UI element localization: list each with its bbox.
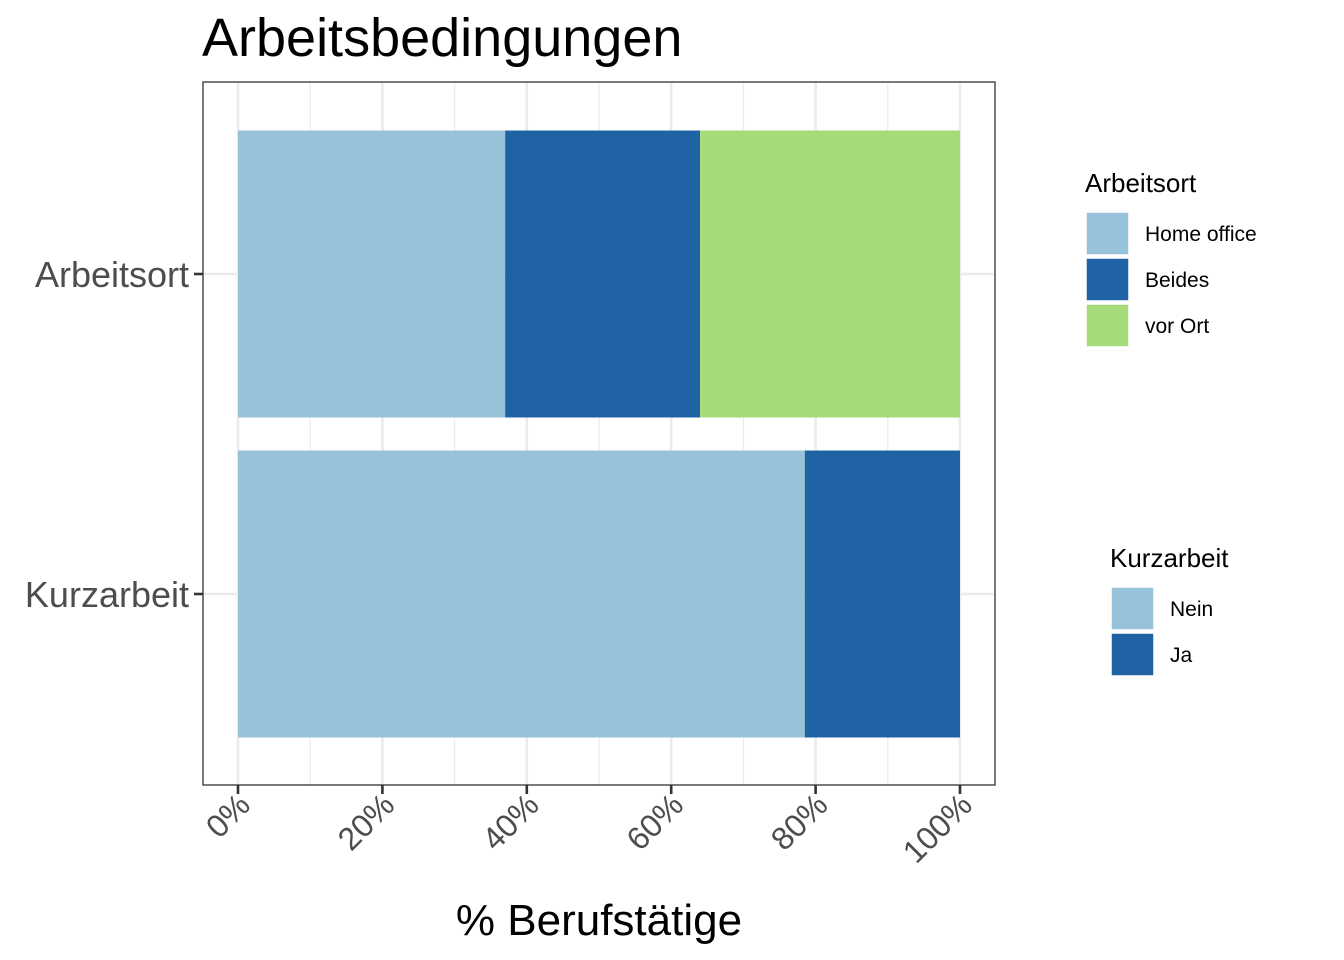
bar-segment-arbeitsort-home-office (238, 130, 506, 418)
x-tick-label: 0% (199, 786, 257, 844)
plot-border (202, 81, 996, 786)
bars (238, 130, 960, 738)
legend-label: Home office (1145, 223, 1257, 246)
legend-title: Kurzarbeit (1110, 543, 1229, 573)
bar-segment-arbeitsort-beides (505, 130, 701, 418)
legend-key (1110, 586, 1155, 631)
x-tick-label: 80% (764, 786, 835, 857)
legend-key (1110, 632, 1155, 677)
x-axis-title: % Berufstätige (456, 896, 742, 945)
legend-kurzarbeit: Kurzarbeit Nein Ja (1110, 543, 1229, 677)
x-tick-label: 60% (619, 786, 690, 857)
legend-label: Ja (1170, 644, 1193, 667)
legends: Arbeitsort Home office Beides vor Ort Kurzar… (1085, 168, 1257, 677)
legend-title: Arbeitsort (1085, 168, 1197, 198)
legend-label: Beides (1145, 269, 1209, 292)
legend-label: Nein (1170, 598, 1213, 621)
legend-arbeitsort: Arbeitsort Home office Beides vor Ort (1085, 168, 1257, 348)
legend-key (1085, 211, 1130, 256)
x-tick-label: 40% (475, 786, 546, 857)
x-tick-label: 20% (331, 786, 402, 857)
bar-segment-arbeitsort-vor-ort (700, 130, 960, 418)
x-tick-label: 100% (896, 786, 979, 869)
legend-key (1085, 257, 1130, 302)
bar-segment-kurzarbeit-nein (238, 450, 805, 738)
legend-label: vor Ort (1145, 315, 1209, 338)
y-tick-label: Arbeitsort (35, 254, 189, 295)
y-tick-label: Kurzarbeit (25, 574, 189, 615)
bar-segment-kurzarbeit-ja (804, 450, 960, 738)
legend-key (1085, 303, 1130, 348)
chart-title: Arbeitsbedingungen (202, 8, 682, 68)
